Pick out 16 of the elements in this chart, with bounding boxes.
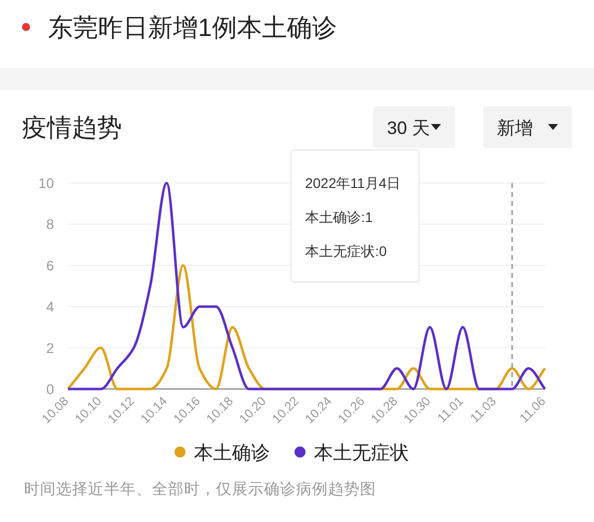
text: 新增 xyxy=(497,118,533,138)
y-tick-label: 0 xyxy=(46,381,54,397)
y-tick-label: 2 xyxy=(46,340,54,356)
y-tick-label: 4 xyxy=(46,298,54,315)
annotation: 本土无症状:0 xyxy=(305,243,387,259)
text: 时间选择近半年、全部时，仅展示确诊病例趋势图 xyxy=(24,480,376,498)
y-tick-label: 10 xyxy=(38,175,54,191)
y-tick-label: 6 xyxy=(46,257,54,274)
chart-title: 东莞昨日新增1例本土确诊 xyxy=(48,14,337,42)
legend-label: 本土确诊 xyxy=(194,443,270,464)
annotation: 2022年11月4日 xyxy=(305,175,401,191)
text: 30 天 xyxy=(387,118,430,138)
legend-label: 本土无症状 xyxy=(314,443,409,464)
y-tick-label: 8 xyxy=(46,216,54,232)
chart-subtitle: 疫情趋势 xyxy=(22,114,122,142)
annotation: 本土确诊:1 xyxy=(305,209,373,225)
